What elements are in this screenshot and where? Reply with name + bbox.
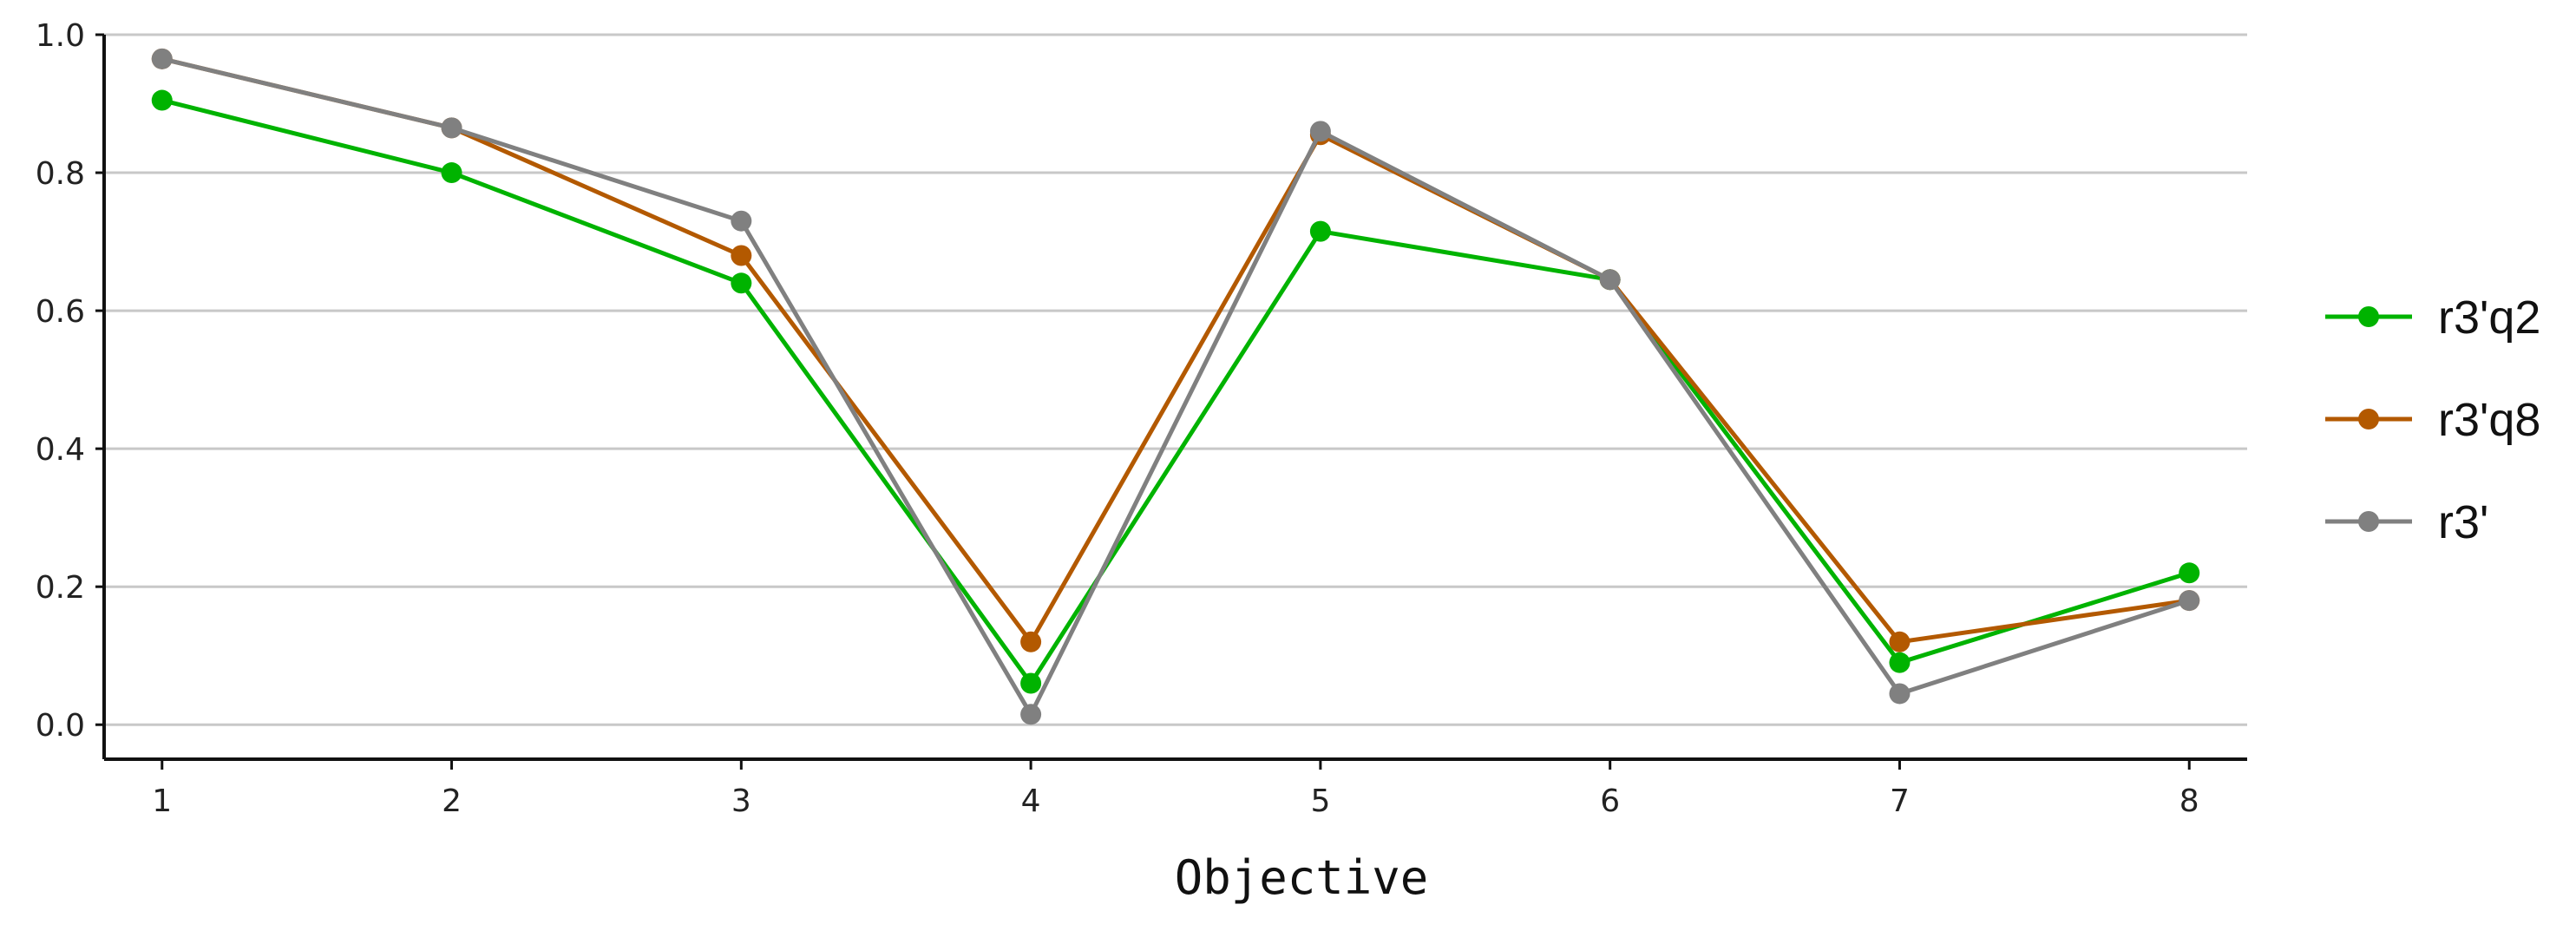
series-line bbox=[161, 56, 2190, 645]
gridlines bbox=[104, 33, 2247, 726]
legend-entry: r3' bbox=[2325, 496, 2488, 548]
y-tick-label: 0.6 bbox=[36, 294, 85, 330]
data-point bbox=[441, 162, 462, 184]
legend-marker bbox=[2358, 511, 2379, 532]
legend-label: r3' bbox=[2438, 496, 2488, 548]
data-point bbox=[151, 48, 173, 69]
x-tick-label: 3 bbox=[731, 783, 751, 819]
x-tick-label: 4 bbox=[1021, 783, 1041, 819]
data-point bbox=[1599, 269, 1621, 291]
x-axis-title: Objective bbox=[1175, 850, 1429, 905]
data-point bbox=[1309, 121, 1331, 142]
data-point bbox=[1889, 683, 1911, 705]
series-line bbox=[161, 98, 2190, 686]
y-tick-label: 0.0 bbox=[36, 708, 85, 744]
series bbox=[151, 48, 2200, 725]
x-tick-label: 8 bbox=[2179, 783, 2199, 819]
axes bbox=[102, 35, 2247, 761]
legend-entry: r3'q2 bbox=[2325, 292, 2540, 344]
y-tick-label: 0.2 bbox=[36, 570, 85, 606]
data-point bbox=[1020, 672, 1042, 694]
data-point bbox=[731, 210, 752, 232]
data-point bbox=[731, 245, 752, 266]
ticks: 0.0 0.2 0.4 0.6 0.8 1.0 1 2 3 4 5 6 7 8 bbox=[36, 18, 2199, 819]
data-point bbox=[2179, 590, 2200, 612]
data-point bbox=[1020, 631, 1042, 652]
data-point bbox=[151, 89, 173, 111]
y-tick-label: 0.4 bbox=[36, 432, 85, 468]
y-tick-label: 0.8 bbox=[36, 156, 85, 192]
x-tick-label: 5 bbox=[1310, 783, 1330, 819]
data-point bbox=[1889, 631, 1911, 652]
legend-marker bbox=[2358, 409, 2379, 429]
x-tick-label: 7 bbox=[1890, 783, 1910, 819]
data-point bbox=[2179, 562, 2200, 584]
data-point bbox=[441, 117, 462, 139]
series-0 bbox=[151, 89, 2200, 694]
legend-marker bbox=[2358, 306, 2379, 327]
series-line bbox=[161, 56, 2191, 717]
data-point bbox=[1309, 220, 1331, 242]
x-tick-label: 1 bbox=[152, 783, 172, 819]
y-tick-label: 1.0 bbox=[36, 18, 85, 54]
data-point bbox=[1889, 652, 1911, 673]
legend: r3'q2 r3'q8 r3' bbox=[2325, 292, 2540, 548]
x-tick-label: 6 bbox=[1600, 783, 1620, 819]
data-point bbox=[1020, 704, 1042, 725]
x-tick-label: 2 bbox=[442, 783, 462, 819]
series-2 bbox=[151, 48, 2200, 725]
legend-label: r3'q8 bbox=[2438, 394, 2540, 446]
data-point bbox=[731, 272, 752, 294]
legend-label: r3'q2 bbox=[2438, 292, 2540, 344]
series-1 bbox=[151, 48, 2200, 652]
legend-entry: r3'q8 bbox=[2325, 394, 2540, 446]
